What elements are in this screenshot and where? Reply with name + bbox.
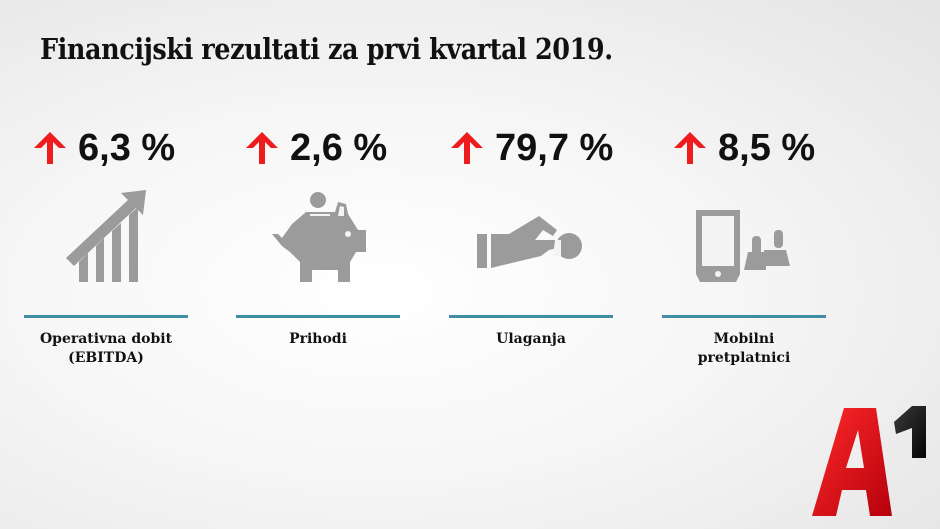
kpi-label: Mobilni pretplatnici [697, 331, 791, 366]
up-arrow-icon [246, 132, 278, 164]
up-arrow-icon [34, 132, 66, 164]
mobile-subscribers-icon [696, 210, 790, 282]
kpi-value: 79,7 % [495, 127, 614, 169]
kpi-label: Prihodi [289, 331, 347, 347]
divider [236, 315, 400, 318]
piggy-bank-icon [272, 192, 366, 282]
divider [662, 315, 826, 318]
hand-coin-icon [477, 216, 582, 268]
divider [24, 315, 188, 318]
kpi-label: Ulaganja [496, 331, 566, 347]
kpi-label: Operativna dobit (EBITDA) [39, 331, 173, 366]
up-arrow-icon [451, 132, 483, 164]
kpi-value: 8,5 % [718, 127, 816, 169]
a1-logo [812, 406, 926, 516]
kpi-value: 6,3 % [78, 127, 176, 169]
kpi-value: 2,6 % [290, 127, 388, 169]
up-arrow-icon [674, 132, 706, 164]
divider [449, 315, 613, 318]
growth-chart-icon [66, 190, 146, 282]
page-title: Financijski rezultati za prvi kvartal 20… [40, 32, 613, 66]
